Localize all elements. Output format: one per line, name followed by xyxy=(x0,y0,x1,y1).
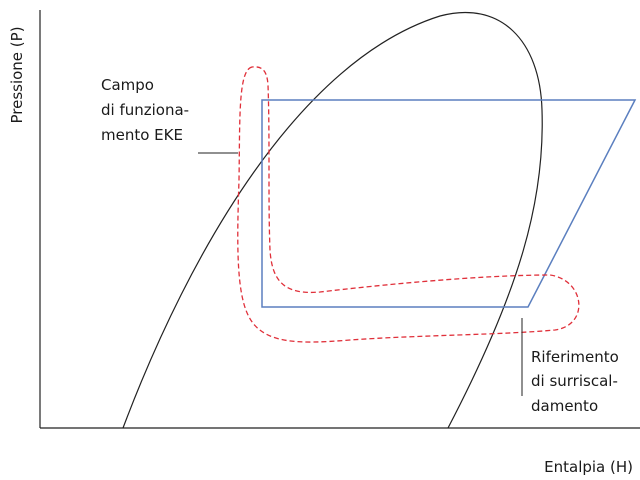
annotation-line: di surriscal- xyxy=(531,372,618,390)
x-axis-label: Entalpia (H) xyxy=(544,458,633,476)
annotation-line: di funziona- xyxy=(101,101,189,119)
cycle xyxy=(261,99,637,308)
annotation-line: Riferimento xyxy=(531,348,619,366)
operating-field xyxy=(237,66,580,343)
annotation-line: damento xyxy=(531,397,598,415)
y-axis-label: Pressione (P) xyxy=(8,26,26,123)
annotation-line: Campo xyxy=(101,76,154,94)
saturation-curve xyxy=(122,11,543,429)
annotation-line: mento EKE xyxy=(101,126,183,144)
